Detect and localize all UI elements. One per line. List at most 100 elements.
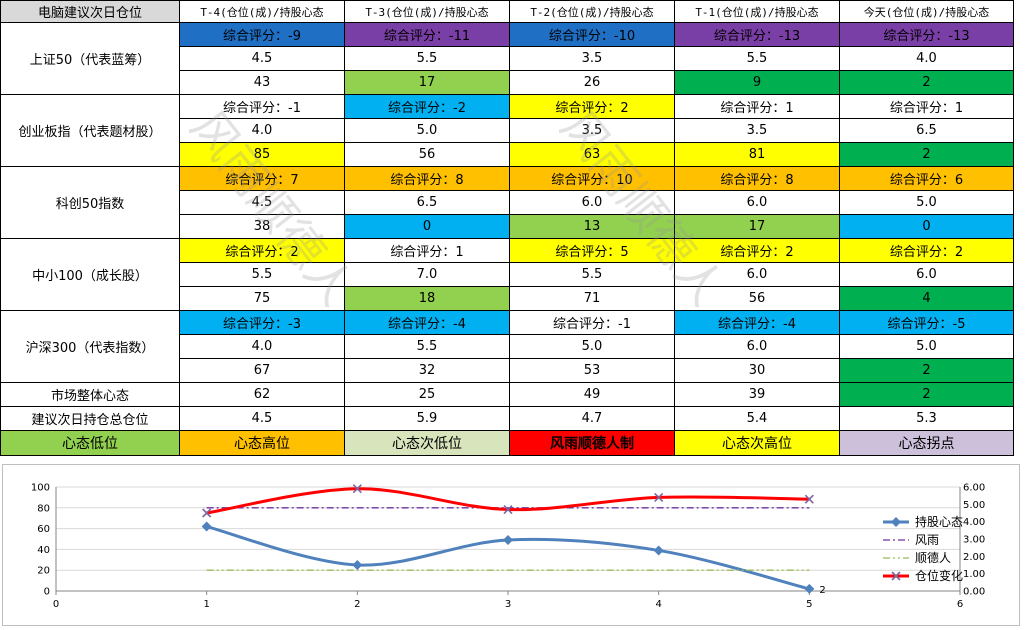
x-tick-label: 0 bbox=[53, 599, 59, 610]
score-cell: 综合评分：7 bbox=[180, 167, 345, 191]
legend-cell: 心态次低位 bbox=[345, 431, 510, 456]
y-tick-label-right: 5.00 bbox=[963, 500, 985, 511]
mood-cell: 67 bbox=[180, 359, 345, 383]
position-point bbox=[503, 504, 513, 515]
suggest-cell: 4.5 bbox=[180, 407, 345, 431]
column-header: T-1(仓位(成)/持股心态 bbox=[675, 0, 840, 23]
market-cell: 2 bbox=[840, 383, 1014, 407]
legend-cell: 心态次高位 bbox=[675, 431, 840, 456]
legend-marker bbox=[891, 517, 901, 527]
position-point bbox=[804, 494, 814, 504]
position-cell: 5.0 bbox=[345, 119, 510, 143]
mood-cell: 0 bbox=[345, 215, 510, 239]
position-cell: 5.5 bbox=[345, 47, 510, 71]
score-cell: 综合评分：10 bbox=[510, 167, 675, 191]
position-cell: 6.0 bbox=[510, 191, 675, 215]
x-tick-label: 3 bbox=[505, 599, 511, 610]
score-cell: 综合评分：-13 bbox=[840, 23, 1014, 47]
legend-label: 持股心态 bbox=[915, 514, 963, 529]
position-cell: 3.5 bbox=[510, 119, 675, 143]
legend-label: 顺德人 bbox=[915, 550, 951, 565]
position-cell: 7.0 bbox=[345, 263, 510, 287]
position-cell: 6.0 bbox=[675, 191, 840, 215]
position-cell: 4.0 bbox=[840, 47, 1014, 71]
score-cell: 综合评分：-4 bbox=[345, 311, 510, 335]
position-cell: 6.0 bbox=[840, 263, 1014, 287]
mood-cell: 2 bbox=[840, 71, 1014, 95]
y-tick-label-right: 1.00 bbox=[963, 569, 985, 580]
legend-cell: 心态低位 bbox=[0, 431, 180, 456]
position-cell: 5.5 bbox=[180, 263, 345, 287]
score-cell: 综合评分：-11 bbox=[345, 23, 510, 47]
legend-marker bbox=[891, 571, 901, 581]
y-tick-label-left: 0 bbox=[44, 587, 50, 598]
position-cell: 5.0 bbox=[510, 335, 675, 359]
position-cell: 5.5 bbox=[675, 47, 840, 71]
x-tick-label: 5 bbox=[806, 599, 812, 610]
index-label: 沪深300（代表指数） bbox=[0, 311, 180, 383]
x-tick-label: 2 bbox=[354, 599, 360, 610]
suggest-cell: 5.3 bbox=[840, 407, 1014, 431]
mood-cell: 38 bbox=[180, 215, 345, 239]
index-label: 中小100（成长股） bbox=[0, 239, 180, 311]
mood-cell: 26 bbox=[510, 71, 675, 95]
position-cell: 4.5 bbox=[180, 47, 345, 71]
column-header: T-3(仓位(成)/持股心态 bbox=[345, 0, 510, 23]
position-cell: 5.0 bbox=[840, 335, 1014, 359]
spreadsheet-grid: 电脑建议次日仓位 T-4(仓位(成)/持股心态 T-3(仓位(成)/持股心态 T-2(… bbox=[0, 0, 1014, 456]
corner-header: 电脑建议次日仓位 bbox=[0, 0, 180, 23]
score-cell: 综合评分：-5 bbox=[840, 311, 1014, 335]
score-cell: 综合评分：8 bbox=[675, 167, 840, 191]
score-cell: 综合评分：-1 bbox=[180, 95, 345, 119]
x-tick-label: 6 bbox=[957, 599, 963, 610]
score-cell: 综合评分：-13 bbox=[675, 23, 840, 47]
position-point bbox=[352, 484, 362, 494]
line-chart: 0204060801000.001.002.003.004.005.006.00… bbox=[31, 483, 985, 611]
mood-cell: 4 bbox=[840, 287, 1014, 311]
y-tick-label-right: 3.00 bbox=[963, 535, 985, 546]
mood-cell: 0 bbox=[840, 215, 1014, 239]
index-label: 上证50（代表蓝筹） bbox=[0, 23, 180, 95]
suggest-cell: 5.9 bbox=[345, 407, 510, 431]
mood-cell: 18 bbox=[345, 287, 510, 311]
mood-cell: 17 bbox=[345, 71, 510, 95]
chart-area: 0 20 40 60 80 100 0.00 1.00 2.00 3.00 4.00 5.00 6.00… bbox=[2, 464, 1020, 626]
y-tick-label-left: 20 bbox=[37, 566, 50, 577]
position-point bbox=[654, 492, 664, 502]
legend-cell: 心态高位 bbox=[180, 431, 345, 456]
position-cell: 5.5 bbox=[345, 335, 510, 359]
score-cell: 综合评分：2 bbox=[180, 239, 345, 263]
mood-point bbox=[201, 521, 212, 532]
position-cell: 3.5 bbox=[675, 119, 840, 143]
column-header: 今天(仓位(成)/持股心态 bbox=[840, 0, 1014, 23]
column-header: T-4(仓位(成)/持股心态 bbox=[180, 0, 345, 23]
score-cell: 综合评分：-9 bbox=[180, 23, 345, 47]
y-tick-label-right: 2.00 bbox=[963, 552, 985, 563]
score-cell: 综合评分：6 bbox=[840, 167, 1014, 191]
mood-cell: 56 bbox=[345, 143, 510, 167]
sheet-gap bbox=[0, 456, 1034, 464]
suggest-cell: 4.7 bbox=[510, 407, 675, 431]
x-tick-label: 1 bbox=[203, 599, 209, 610]
mood-cell: 17 bbox=[675, 215, 840, 239]
mood-end-label: 2 bbox=[819, 585, 825, 596]
column-header: T-2(仓位(成)/持股心态 bbox=[510, 0, 675, 23]
y-tick-label-left: 80 bbox=[37, 503, 50, 514]
score-cell: 综合评分：-1 bbox=[510, 311, 675, 335]
mood-cell: 71 bbox=[510, 287, 675, 311]
legend-cell: 风雨顺德人制 bbox=[510, 431, 675, 456]
mood-point bbox=[804, 583, 815, 594]
score-cell: 综合评分：2 bbox=[840, 239, 1014, 263]
index-label: 科创50指数 bbox=[0, 167, 180, 239]
mood-cell: 9 bbox=[675, 71, 840, 95]
position-cell: 5.5 bbox=[510, 263, 675, 287]
score-cell: 综合评分：-10 bbox=[510, 23, 675, 47]
position-cell: 6.0 bbox=[675, 335, 840, 359]
score-cell: 综合评分：8 bbox=[345, 167, 510, 191]
mood-cell: 75 bbox=[180, 287, 345, 311]
position-cell: 4.0 bbox=[180, 119, 345, 143]
position-cell: 6.5 bbox=[345, 191, 510, 215]
mood-cell: 30 bbox=[675, 359, 840, 383]
y-tick-label-right: 0.00 bbox=[963, 587, 985, 598]
mood-cell: 32 bbox=[345, 359, 510, 383]
